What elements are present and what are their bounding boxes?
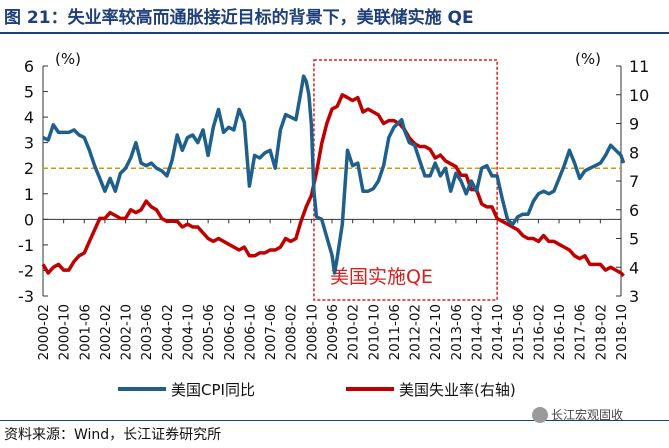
- x-tick-label: 2008-02: [284, 304, 300, 360]
- x-tick-label: 2014-02: [470, 304, 486, 360]
- left-tick-label: 6: [24, 57, 34, 76]
- left-tick-label: -2: [18, 261, 34, 280]
- x-tick-label: 2002-02: [98, 304, 114, 360]
- left-tick-label: 4: [24, 108, 34, 127]
- source-note: 资料来源：Wind，长江证券研究所: [4, 427, 222, 443]
- x-tick-label: 2004-10: [181, 304, 197, 360]
- title-rule: [0, 32, 669, 34]
- left-tick-label: 2: [24, 159, 34, 178]
- right-axis-unit: (%): [575, 50, 601, 68]
- x-tick-label: 2016-10: [552, 304, 568, 360]
- x-tick-label: 2005-06: [201, 304, 217, 360]
- left-tick-label: 0: [24, 210, 34, 229]
- series-line-unemployment: [41, 93, 625, 278]
- right-tick-label: 4: [629, 258, 639, 277]
- x-tick-label: 2001-06: [77, 304, 93, 360]
- left-tick-label: 5: [24, 83, 34, 102]
- series-line-cpi: [42, 74, 626, 275]
- left-tick-label: 3: [24, 134, 34, 153]
- legend-label-cpi: 美国CPI同比: [171, 381, 255, 399]
- x-tick-label: 2008-10: [304, 304, 320, 360]
- legend: 美国CPI同比 美国失业率(右轴): [118, 381, 516, 399]
- watermark-text: 长江宏观固收: [551, 408, 624, 422]
- x-tick-label: 2003-06: [139, 304, 155, 360]
- x-tick-label: 2004-02: [160, 304, 176, 360]
- x-tick-label: 2012-02: [408, 304, 424, 360]
- figure-title: 图 21：失业率较高而通胀接近目标的背景下，美联储实施 QE: [4, 8, 474, 28]
- x-tick-label: 2009-06: [325, 304, 341, 360]
- right-tick-label: 10: [629, 86, 649, 105]
- x-tick-label: 2017-06: [573, 304, 589, 360]
- left-axis-unit: (%): [55, 50, 81, 68]
- right-tick-label: 3: [629, 287, 639, 306]
- x-tick-label: 2015-06: [511, 304, 527, 360]
- wechat-logo-icon: [532, 406, 548, 423]
- x-tick-label: 2018-10: [614, 304, 630, 360]
- x-tick-label: 2010-02: [346, 304, 362, 360]
- x-tick-label: 2006-10: [242, 304, 258, 360]
- right-tick-label: 5: [629, 230, 639, 249]
- legend-label-unemployment: 美国失业率(右轴): [399, 381, 516, 399]
- x-tick-label: 2000-10: [57, 304, 73, 360]
- right-tick-label: 7: [629, 172, 639, 191]
- x-tick-label: 2018-02: [593, 304, 609, 360]
- x-tick-label: 2010-10: [366, 304, 382, 360]
- x-tick-label: 2012-10: [428, 304, 444, 360]
- watermark: 长江宏观固收: [532, 406, 623, 423]
- right-tick-label: 9: [629, 115, 639, 134]
- x-tick-label: 2002-10: [119, 304, 135, 360]
- x-tick-label: 2007-06: [263, 304, 279, 360]
- x-tick-label: 2014-10: [490, 304, 506, 360]
- qe-label: 美国实施QE: [330, 266, 433, 288]
- x-tick-label: 2011-06: [387, 304, 403, 360]
- right-tick-label: 11: [629, 57, 649, 76]
- x-tick-label: 2006-02: [222, 304, 238, 360]
- x-tick-label: 2013-06: [449, 304, 465, 360]
- x-tick-label: 2000-02: [36, 304, 52, 360]
- left-tick-label: -3: [18, 287, 34, 306]
- left-tick-label: 1: [24, 185, 34, 204]
- right-tick-label: 8: [629, 143, 639, 162]
- x-tick-label: 2016-02: [531, 304, 547, 360]
- right-tick-label: 6: [629, 201, 639, 220]
- footer-rule: [0, 420, 669, 421]
- left-tick-label: -1: [18, 236, 34, 255]
